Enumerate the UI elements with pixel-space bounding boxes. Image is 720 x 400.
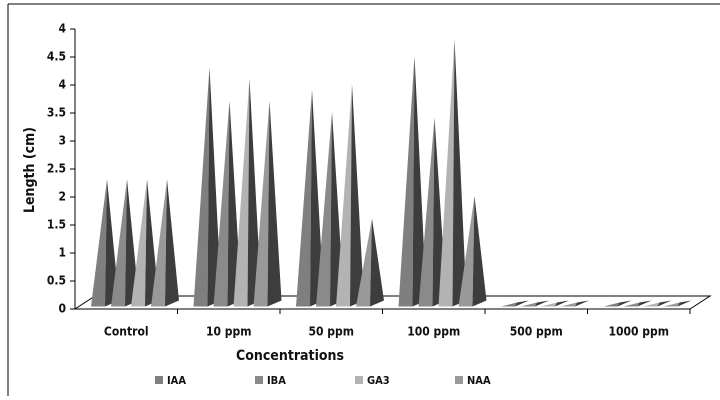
y-axis-label: Length (cm) (22, 127, 38, 213)
pyramid-face (617, 300, 632, 307)
pyramid-face (677, 300, 692, 307)
y-tick-label: 0.5 (47, 274, 66, 288)
pyramid-face (637, 300, 652, 307)
legend-label: NAA (467, 374, 491, 387)
legend-label: IAA (167, 374, 186, 387)
x-tick-label: Control (104, 325, 149, 339)
pyramid-face (267, 100, 282, 307)
pyramid-face (131, 179, 147, 307)
x-tick-label: 1000 ppm (608, 325, 669, 339)
x-tick-label: 500 ppm (510, 325, 563, 339)
pyramid (458, 196, 487, 307)
y-tick-label: 3.5 (47, 106, 66, 120)
y-tick-label: 4 (58, 22, 66, 36)
pyramid-face (193, 67, 210, 307)
pyramid (193, 67, 222, 307)
x-tick-label: 50 ppm (309, 325, 355, 339)
pyramid (541, 300, 569, 307)
pyramid-face (398, 56, 415, 307)
pyramid-face (151, 179, 167, 307)
pyramid (603, 300, 632, 307)
pyramid-face (165, 179, 179, 307)
y-tick-label: 2.5 (47, 162, 66, 176)
pyramid-face (336, 84, 352, 307)
pyramid-face (207, 67, 222, 307)
legend-label: GA3 (367, 374, 390, 387)
pyramid (561, 300, 589, 307)
pyramid-face (555, 300, 569, 307)
pyramid (643, 300, 672, 307)
pyramid-face (472, 196, 487, 307)
x-axis-label: Concentrations (236, 348, 344, 364)
pyramid-face (521, 302, 537, 307)
pyramid-face (515, 300, 529, 307)
pyramid-face (111, 179, 127, 307)
pyramid (521, 300, 549, 307)
pyramid-face (350, 84, 364, 307)
pyramid-face (370, 218, 384, 307)
pyramid-face (501, 302, 517, 307)
pyramid-face (213, 100, 230, 307)
pyramid (438, 39, 467, 307)
pyramid (398, 56, 427, 307)
pyramid-face (91, 179, 107, 307)
pyramid (663, 300, 692, 307)
pyramid-face (561, 302, 577, 307)
pyramid-face (623, 302, 640, 307)
pyramid-face (296, 89, 312, 307)
pyramid-face (356, 218, 372, 307)
pyramid-face (233, 78, 250, 307)
pyramid-face (663, 302, 680, 307)
pyramid (623, 300, 652, 307)
pyramid-face (253, 100, 270, 307)
legend-swatch (255, 376, 263, 384)
y-tick-label: 2 (58, 190, 66, 204)
pyramid-face (535, 300, 549, 307)
legend-label: IBA (267, 374, 286, 387)
pyramid (356, 218, 384, 307)
y-tick-label: 1 (58, 246, 66, 260)
legend-swatch (455, 376, 463, 384)
pyramid-face (541, 302, 557, 307)
pyramid-face (458, 196, 475, 307)
pyramid (151, 179, 179, 307)
pyramid-face (418, 117, 435, 307)
pyramid-face (452, 39, 467, 307)
pyramid (253, 100, 282, 307)
pyramid-face (438, 39, 455, 307)
pyramid-face (643, 302, 660, 307)
y-tick-label: 4.5 (47, 50, 66, 64)
pyramid-face (316, 112, 332, 307)
y-tick-label: 1.5 (47, 218, 66, 232)
legend-swatch (355, 376, 363, 384)
pyramid-face (657, 300, 672, 307)
pyramid-face (412, 56, 427, 307)
pyramid-face (603, 302, 620, 307)
y-tick-label: 3 (58, 134, 66, 148)
x-tick-label: 10 ppm (206, 325, 252, 339)
x-tick-label: 100 ppm (407, 325, 460, 339)
legend-swatch (155, 376, 163, 384)
y-tick-label: 4 (58, 78, 66, 92)
pyramid (336, 84, 364, 307)
pyramid-face (575, 300, 589, 307)
y-tick-label: 0 (58, 302, 66, 316)
pyramid (501, 300, 529, 307)
